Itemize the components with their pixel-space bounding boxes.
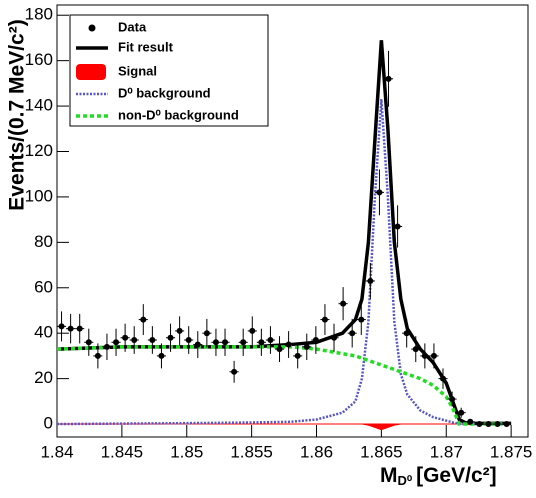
data-point — [185, 337, 192, 344]
y-tick-label: 0 — [44, 414, 53, 433]
data-point — [103, 343, 110, 350]
data-point — [176, 327, 183, 334]
x-label-sub: D⁰ — [398, 473, 413, 488]
data-point — [67, 325, 74, 332]
data-point — [412, 346, 419, 353]
legend-label: Fit result — [118, 39, 174, 54]
data-point — [76, 325, 83, 332]
data-point — [458, 409, 465, 416]
plot-frame — [56, 4, 529, 438]
data-point — [494, 421, 501, 428]
data-point — [85, 339, 92, 346]
data-point — [476, 421, 483, 428]
x-tick-label: 1.865 — [360, 442, 403, 461]
data-point — [312, 337, 319, 344]
x-tick-label: 1.87 — [430, 442, 463, 461]
data-point — [394, 223, 401, 230]
data-point — [167, 334, 174, 341]
y-tick-label: 40 — [34, 323, 53, 342]
data-point — [140, 316, 147, 323]
y-tick-label: 80 — [34, 232, 53, 251]
data-point — [149, 337, 156, 344]
data-point — [240, 339, 247, 346]
data-point — [131, 337, 138, 344]
data-point — [331, 334, 338, 341]
data-point — [249, 327, 256, 334]
x-tick-label: 1.84 — [40, 442, 73, 461]
signal-area — [57, 423, 512, 431]
x-axis-label: MD⁰ [GeV/c²] — [380, 464, 497, 489]
data-point — [367, 277, 374, 284]
y-axis-label: Events/(0.7 MeV/c²) — [6, 19, 29, 210]
data-point — [349, 330, 356, 337]
y-tick-label: 60 — [34, 277, 53, 296]
legend-marker — [88, 24, 96, 32]
data-point — [258, 339, 265, 346]
data-point — [222, 339, 229, 346]
data-point — [276, 346, 283, 353]
data-point — [503, 421, 510, 428]
data-point — [376, 189, 383, 196]
y-tick-label: 20 — [34, 368, 53, 387]
data-point — [440, 375, 447, 382]
data-point — [122, 334, 129, 341]
data-point — [58, 323, 65, 330]
legend-swatch — [76, 64, 106, 80]
data-point — [203, 330, 210, 337]
x-tick-label: 1.845 — [101, 442, 144, 461]
x-tick-label: 1.855 — [230, 442, 273, 461]
data-point — [158, 352, 165, 359]
data-point — [321, 316, 328, 323]
y-tick-label: 140 — [25, 96, 53, 115]
y-tick-label: 160 — [25, 50, 53, 69]
data-point — [421, 352, 428, 359]
legend-label: non-D⁰ background — [118, 107, 239, 122]
legend-label: Signal — [118, 63, 157, 78]
data-point — [113, 339, 120, 346]
x-tick-label: 1.875 — [490, 442, 533, 461]
data-point — [430, 352, 437, 359]
x-tick-label: 1.85 — [170, 442, 203, 461]
data-point — [94, 352, 101, 359]
data-point — [385, 75, 392, 82]
x-label-main: M — [380, 464, 398, 487]
fit-curve — [56, 345, 512, 426]
data-point — [340, 300, 347, 307]
y-tick-label: 180 — [25, 5, 53, 24]
data-point — [267, 337, 274, 344]
data-point — [194, 341, 201, 348]
x-tick-label: 1.86 — [300, 442, 333, 461]
data-point — [231, 368, 238, 375]
legend-label: Data — [118, 19, 147, 34]
y-tick-label: 100 — [25, 186, 53, 205]
legend-label: D⁰ background — [118, 85, 211, 100]
data-point — [303, 343, 310, 350]
data-point — [449, 396, 456, 403]
data-point — [358, 316, 365, 323]
data-point — [403, 330, 410, 337]
fit-curve — [56, 99, 512, 426]
data-point — [212, 339, 219, 346]
data-point — [467, 418, 474, 425]
y-tick-label: 120 — [25, 141, 53, 160]
data-point — [294, 352, 301, 359]
data-point — [485, 421, 492, 428]
data-point — [285, 341, 292, 348]
x-label-unit: [GeV/c²] — [416, 464, 497, 487]
